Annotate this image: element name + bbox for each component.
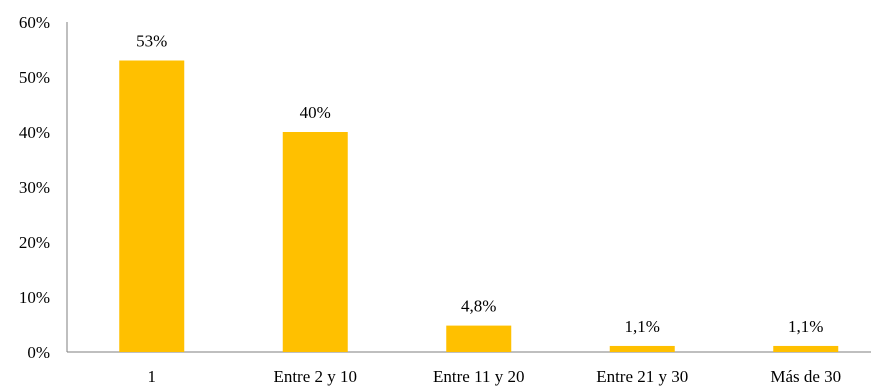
x-tick-label: Entre 21 y 30	[596, 367, 688, 386]
x-tick-label: 1	[148, 367, 157, 386]
bar	[773, 345, 839, 352]
y-tick-label: 30%	[19, 178, 50, 197]
bar	[609, 345, 675, 352]
y-tick-label: 0%	[27, 343, 50, 362]
data-label: 53%	[136, 32, 167, 51]
y-tick-label: 40%	[19, 123, 50, 142]
bar	[446, 325, 512, 352]
data-label: 1,1%	[625, 317, 660, 336]
data-label: 40%	[300, 103, 331, 122]
x-axis-ticks: 1 Entre 2 y 10 Entre 11 y 20 Entre 21 y 30 M…	[148, 367, 842, 386]
data-label: 4,8%	[461, 297, 496, 316]
x-tick-label: Entre 11 y 20	[433, 367, 524, 386]
x-tick-label: Más de 30	[770, 367, 841, 386]
y-tick-label: 50%	[19, 68, 50, 87]
bar	[282, 132, 348, 352]
y-tick-label: 20%	[19, 233, 50, 252]
bars-group	[119, 60, 839, 352]
y-axis-ticks: 0% 10% 20% 30% 40% 50% 60%	[19, 13, 50, 362]
y-tick-label: 60%	[19, 13, 50, 32]
y-tick-label: 10%	[19, 288, 50, 307]
bar	[119, 60, 185, 352]
data-label: 1,1%	[788, 317, 823, 336]
data-labels-group: 53% 40% 4,8% 1,1% 1,1%	[136, 32, 823, 336]
x-tick-label: Entre 2 y 10	[273, 367, 357, 386]
